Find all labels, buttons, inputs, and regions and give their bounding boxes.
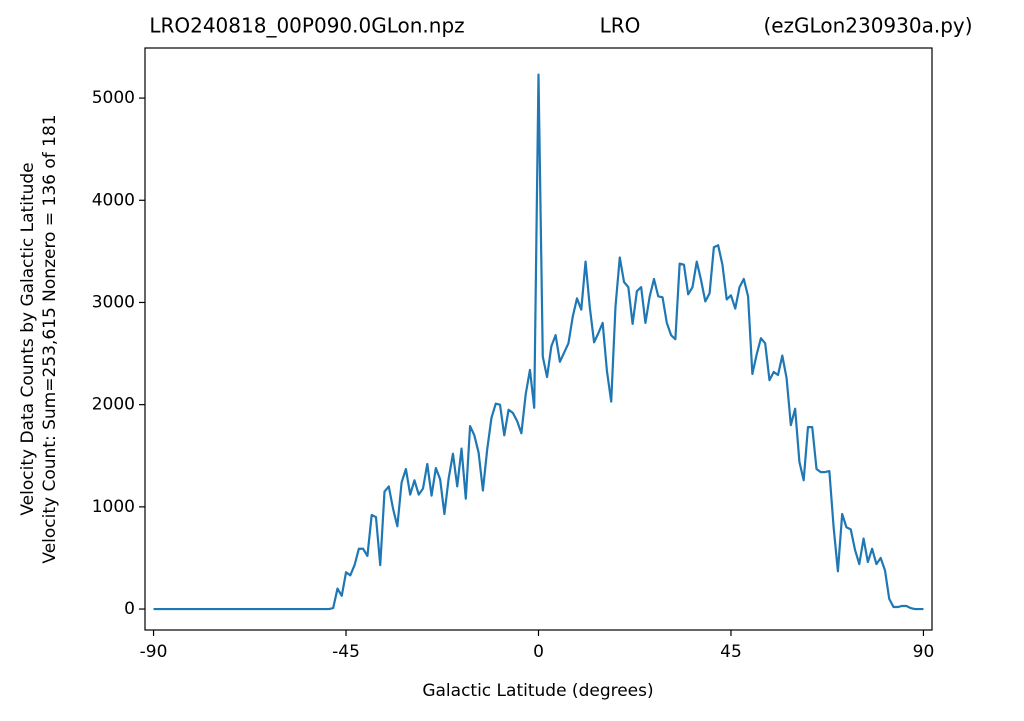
- y-tick-label: 3000: [92, 292, 135, 312]
- y-axis-label: Velocity Data Counts by Galactic Latitud…: [18, 162, 38, 515]
- y-axis-label: Velocity Count: Sum=253,615 Nonzero = 13…: [40, 114, 60, 563]
- chart-title: LRO: [600, 14, 641, 38]
- y-tick-label: 0: [124, 599, 135, 619]
- plot-frame: [144, 47, 933, 631]
- y-tick-label: 1000: [92, 497, 135, 517]
- x-axis-label: Galactic Latitude (degrees): [422, 681, 653, 701]
- y-tick-label: 2000: [92, 395, 135, 415]
- data-line: [153, 73, 924, 611]
- y-tick-label: 5000: [92, 88, 135, 108]
- y-tick-label: 4000: [92, 190, 135, 210]
- chart-title: LRO240818_00P090.0GLon.npz: [149, 14, 464, 38]
- chart-title: (ezGLon230930a.py): [763, 14, 972, 38]
- x-tick-label: -90: [140, 642, 168, 662]
- x-tick-label: 90: [913, 642, 935, 662]
- x-tick-label: -45: [332, 642, 360, 662]
- x-tick-label: 45: [720, 642, 742, 662]
- x-tick-label: 0: [533, 642, 544, 662]
